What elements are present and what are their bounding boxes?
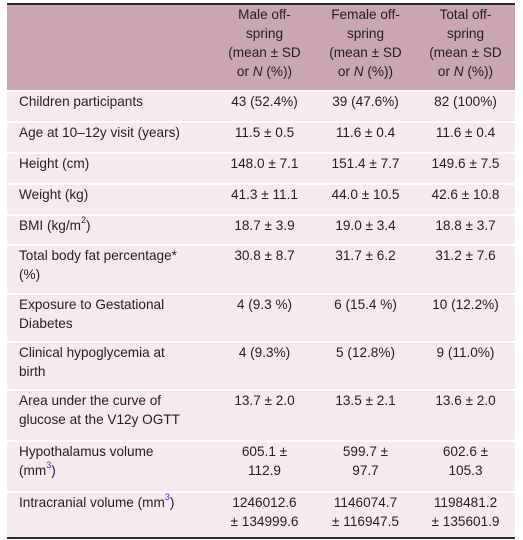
table-row: Weight (kg) 41.3 ± 11.1 44.0 ± 10.5 42.6… — [7, 183, 515, 215]
female-value: 5 (12.8%) — [315, 341, 416, 390]
table-row: BMI (kg/m2) 18.7 ± 3.9 19.0 ± 3.4 18.8 ±… — [7, 214, 515, 245]
table-row: Exposure to Gestational Diabetes 4 (9.3 %… — [7, 293, 515, 342]
male-value: 1246012.6 ± 134999.6 — [214, 491, 315, 538]
female-value: 19.0 ± 3.4 — [315, 214, 416, 245]
table-row: Total body fat percentage* (%) 30.8 ± 8.7… — [7, 244, 515, 294]
table-row: Clinical hypoglycemia at birth 4 (9.3%) 5… — [7, 341, 515, 390]
female-value: 39 (47.6%) — [315, 90, 416, 122]
male-value: 605.1 ±112.9 — [214, 440, 315, 492]
header-row: Male off- spring (mean ± SD or N (%)) Fe… — [7, 4, 515, 91]
total-value: 9 (11.0%) — [416, 341, 515, 390]
female-value: 44.0 ± 10.5 — [315, 183, 416, 215]
total-value: 11.6 ± 0.4 — [416, 121, 515, 153]
table-row: Intracranial volume (mm3) 1246012.6 ± 134… — [7, 491, 515, 538]
female-value: 151.4 ± 7.7 — [315, 152, 416, 184]
total-value: 31.2 ± 7.6 — [416, 244, 515, 294]
female-value: 1146074.7 ± 116947.5 — [315, 491, 416, 538]
row-label: Clinical hypoglycemia at birth — [7, 341, 214, 390]
male-value: 30.8 ± 8.7 — [214, 244, 315, 294]
male-value: 4 (9.3 %) — [214, 293, 315, 342]
table-row: Height (cm) 148.0 ± 7.1 151.4 ± 7.7 149.… — [7, 152, 515, 184]
header-variable — [7, 4, 214, 91]
row-label: Exposure to Gestational Diabetes — [7, 293, 214, 342]
row-label: Intracranial volume (mm3) — [7, 491, 214, 538]
row-label: Hypothalamus volume (mm3) — [7, 440, 214, 492]
male-value: 41.3 ± 11.1 — [214, 183, 315, 215]
male-value: 18.7 ± 3.9 — [214, 214, 315, 245]
total-value: 18.8 ± 3.7 — [416, 214, 515, 245]
row-label: Children participants — [7, 90, 214, 122]
female-value: 6 (15.4 %) — [315, 293, 416, 342]
header-male: Male off- spring (mean ± SD or N (%)) — [228, 7, 301, 79]
total-value: 13.6 ± 2.0 — [416, 389, 515, 441]
table-row: Children participants 43 (52.4%) 39 (47.… — [7, 90, 515, 122]
female-value: 599.7 ±97.7 — [315, 440, 416, 492]
row-label: BMI (kg/m2) — [7, 214, 214, 245]
male-value: 43 (52.4%) — [214, 90, 315, 122]
row-label: Height (cm) — [7, 152, 214, 184]
table-row: Area under the curve of glucose at the V1… — [7, 389, 515, 441]
row-label: Weight (kg) — [7, 183, 214, 215]
total-value: 10 (12.2%) — [416, 293, 515, 342]
male-value: 13.7 ± 2.0 — [214, 389, 315, 441]
header-female: Female off- spring (mean ± SD or N (%)) — [329, 7, 402, 79]
total-value: 149.6 ± 7.5 — [416, 152, 515, 184]
female-value: 13.5 ± 2.1 — [315, 389, 416, 441]
total-value: 602.6 ±105.3 — [416, 440, 515, 492]
table-row: Age at 10–12y visit (years) 11.5 ± 0.5 1… — [7, 121, 515, 153]
row-label: Area under the curve of glucose at the V1… — [7, 389, 214, 441]
total-value: 1198481.2 ± 135601.9 — [416, 491, 515, 538]
total-value: 82 (100%) — [416, 90, 515, 122]
demographics-table: Male off- spring (mean ± SD or N (%)) Fe… — [7, 3, 515, 539]
total-value: 42.6 ± 10.8 — [416, 183, 515, 215]
header-total: Total off- spring (mean ± SD or N (%)) — [429, 7, 502, 79]
female-value: 11.6 ± 0.4 — [315, 121, 416, 153]
row-label: Age at 10–12y visit (years) — [7, 121, 214, 153]
female-value: 31.7 ± 6.2 — [315, 244, 416, 294]
table-row: Hypothalamus volume (mm3) 605.1 ±112.9 59… — [7, 440, 515, 492]
male-value: 4 (9.3%) — [214, 341, 315, 390]
row-label: Total body fat percentage* (%) — [7, 244, 214, 294]
male-value: 11.5 ± 0.5 — [214, 121, 315, 153]
male-value: 148.0 ± 7.1 — [214, 152, 315, 184]
